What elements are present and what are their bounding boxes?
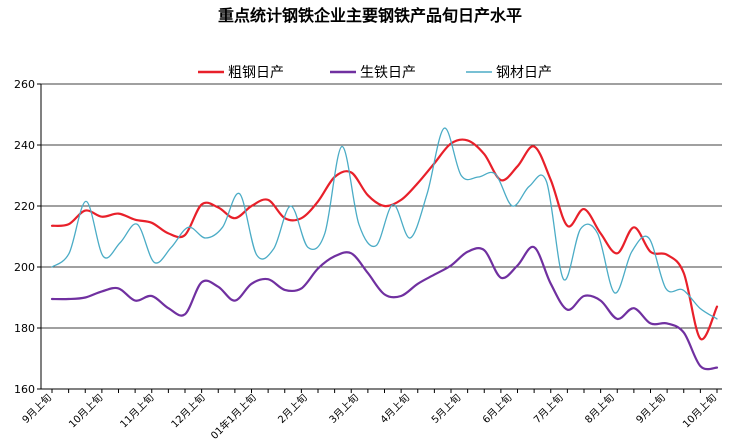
x-tick-label: 9月上旬 [633,391,668,426]
x-tick-label: 7月上旬 [531,391,566,426]
x-tick-label: 4月上旬 [377,391,412,426]
x-axis: 9月上旬 10月上旬 11月上旬 12月上旬 01年1月上旬 2月上旬 3月上旬 4月上旬 5月… [19,388,722,442]
x-tick-label: 8月上旬 [582,391,617,426]
legend-label: 生铁日产 [360,65,416,81]
y-tick-label: 200 [14,261,35,274]
x-tick-label: 10月上旬 [680,391,719,430]
y-tick-label: 220 [14,200,35,213]
y-tick-label: 260 [14,78,35,91]
x-tick-label: 3月上旬 [326,391,361,426]
y-tick-label: 240 [14,139,35,152]
y-tick-label: 180 [14,322,35,335]
x-tick-label: 5月上旬 [428,391,463,426]
series-line-1 [50,138,719,341]
x-tick-label: 2月上旬 [275,391,310,426]
x-tick-label: 6月上旬 [480,391,515,426]
legend-label: 粗钢日产 [228,65,284,81]
y-tick-label: 160 [14,383,35,396]
chart-title: 重点统计钢铁企业主要钢铁产品旬日产水平 [218,6,522,25]
x-tick-label: 12月上旬 [168,391,207,430]
x-tick-label: 01年1月上旬 [208,391,259,442]
series-line-3 [51,127,718,320]
y-axis: 160 180 200 220 240 260 [14,78,42,396]
legend: 粗钢日产 生铁日产 钢材日产 [198,65,552,81]
x-tick-label: 11月上旬 [117,391,156,430]
series-line-2 [50,245,719,371]
x-tick-label: 9月上旬 [19,391,54,426]
series-group [50,127,719,371]
x-tick-label: 10月上旬 [66,391,105,430]
legend-label: 钢材日产 [496,65,552,81]
